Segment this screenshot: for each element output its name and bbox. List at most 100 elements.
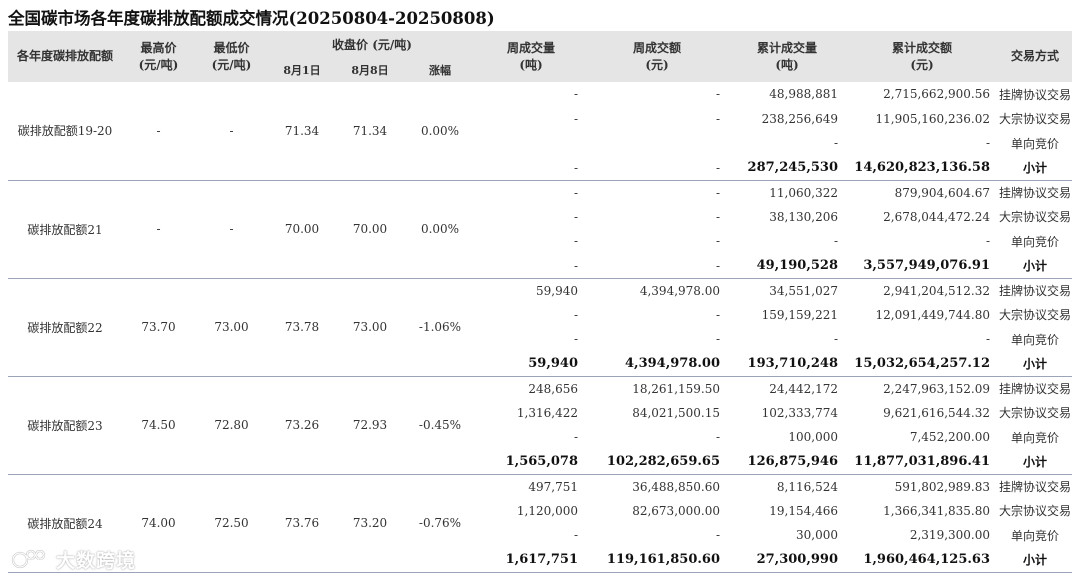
week-vol-cell: 1,617,751: [476, 547, 586, 573]
week-vol-cell: -: [573, 111, 578, 126]
week-vol-cell: [476, 131, 586, 156]
week-amt-cell: -: [715, 234, 720, 249]
cum-vol-cell: 287,245,530: [728, 155, 846, 181]
week-vol-cell: 248,656: [528, 381, 578, 396]
cum-vol-cell: 159,159,221: [761, 307, 838, 322]
trade-mode-cell: 小计: [998, 155, 1072, 181]
week-vol-cell: -: [573, 87, 578, 102]
table-row: 碳排放配额23 74.50 72.80 73.26 72.93 -0.45% 248,656…: [8, 376, 1072, 475]
cum-vol-cell: -: [833, 234, 838, 249]
week-vol-cell: -: [573, 209, 578, 224]
close-d2-cell: 73.00: [336, 278, 404, 377]
page-title: 全国碳市场各年度碳排放配额成交情况(20250804-20250808): [8, 9, 495, 28]
table-body: 碳排放配额19-20- -71.34 71.34 0.00% - -48,988,881 2…: [8, 82, 1072, 573]
header-week-vol: 周成交量 (吨): [476, 31, 586, 82]
trade-mode-cell: 单向竞价: [1010, 136, 1059, 151]
quota-name-cell: 碳排放配额22: [8, 278, 122, 377]
dashuju-logo-icon: [11, 549, 46, 569]
header-low: 最低价 (元/吨): [195, 31, 268, 82]
week-amt-cell: 82,673,000.00: [632, 503, 720, 518]
week-vol-cell: 59,940: [476, 351, 586, 377]
subtotal-row: - -287,245,530 14,620,823,136.58 小计: [8, 155, 1072, 181]
header-name: 各年度碳排放配额: [8, 31, 122, 82]
trade-mode-cell: 小计: [998, 351, 1072, 377]
cum-amt-cell: 7,452,200.00: [909, 430, 990, 445]
low-price-cell: -: [195, 180, 268, 279]
cum-vol-cell: 30,000: [796, 528, 838, 543]
cum-amt-cell: 879,904,604.67: [894, 185, 990, 200]
quota-name-cell: 碳排放配额21: [8, 180, 122, 279]
change-cell: -0.45%: [404, 376, 476, 475]
week-vol-cell: -: [573, 430, 578, 445]
trade-mode-cell: 单向竞价: [1010, 234, 1059, 249]
table-row: 1,120,000 82,673,000.00 19,154,466 1,366,34…: [8, 499, 1072, 524]
watermark-text: 大数跨境: [56, 549, 137, 572]
header-change: 涨幅: [404, 59, 476, 82]
cum-amt-cell: 591,802,989.83: [894, 479, 990, 494]
close-d1-cell: 71.34: [268, 82, 336, 181]
trade-mode-cell: 挂牌协议交易: [998, 382, 1071, 396]
close-d2-cell: 72.93: [336, 376, 404, 475]
trade-mode-cell: 单向竞价: [1010, 528, 1059, 543]
quota-name-cell: 碳排放配额24: [8, 474, 122, 573]
week-amt-cell: -: [715, 185, 720, 200]
week-vol-cell: -: [476, 155, 586, 181]
table-row: - - - - 单向竞价: [8, 327, 1072, 352]
trade-mode-cell: 挂牌协议交易: [998, 87, 1071, 102]
low-price-cell: 72.80: [195, 376, 268, 475]
week-vol-cell: -: [573, 307, 578, 322]
cum-vol-cell: 8,116,524: [776, 479, 838, 494]
trade-mode-cell: 单向竞价: [1010, 430, 1059, 445]
week-amt-cell: -: [715, 307, 720, 322]
trade-mode-cell: 大宗协议交易: [998, 406, 1071, 421]
header-cum-vol: 累计成交量 (吨): [728, 31, 846, 82]
week-vol-cell: 59,940: [536, 283, 578, 298]
trade-mode-cell: 单向竞价: [1010, 332, 1059, 347]
trade-mode-cell: 大宗协议交易: [998, 308, 1071, 323]
cum-amt-cell: 2,941,204,512.32: [883, 283, 990, 298]
close-d1-cell: 70.00: [268, 180, 336, 279]
carbon-quota-table: 各年度碳排放配额 最高价 (元/吨) 最低价 (元/吨) 收盘价 (元/吨) 周成交…: [8, 31, 1072, 573]
table-row: - - 159,159,221 12,091,449,744.80 大宗协议交易: [8, 303, 1072, 328]
week-amt-cell: -: [715, 111, 720, 126]
cum-vol-cell: 24,442,172: [769, 381, 838, 396]
header-mode: 交易方式: [998, 31, 1072, 82]
cum-vol-cell: 193,710,248: [728, 351, 846, 377]
week-vol-cell: -: [573, 185, 578, 200]
table-row: 碳排放配额21- -70.00 70.00 0.00% - -11,060,322 879,…: [8, 180, 1072, 279]
week-amt-cell: 4,394,978.00: [639, 283, 720, 298]
high-price-cell: 74.50: [122, 376, 195, 475]
table-row: - - 100,000 7,452,200.00 单向竞价: [8, 425, 1072, 450]
low-price-cell: 73.00: [195, 278, 268, 377]
week-amt-cell: -: [715, 87, 720, 102]
high-price-cell: 73.70: [122, 278, 195, 377]
close-d1-cell: 73.26: [268, 376, 336, 475]
table-row: 碳排放配额22 73.70 73.00 73.78 73.00 -1.06% 59,940 4…: [8, 278, 1072, 377]
close-d2-cell: 70.00: [336, 180, 404, 279]
header-close-d1: 8月1日: [268, 59, 336, 82]
cum-vol-cell: 19,154,466: [769, 503, 838, 518]
trade-mode-cell: 挂牌协议交易: [998, 284, 1071, 298]
cum-amt-cell: 14,620,823,136.58: [846, 155, 998, 181]
cum-vol-cell: 34,551,027: [769, 283, 838, 298]
week-amt-cell: 102,282,659.65: [586, 449, 728, 475]
cum-amt-cell: 2,247,963,152.09: [883, 381, 990, 396]
quota-name-cell: 碳排放配额23: [8, 376, 122, 475]
week-amt-cell: 4,394,978.00: [586, 351, 728, 377]
week-amt-cell: 18,261,159.50: [632, 381, 720, 396]
cum-amt-cell: 1,960,464,125.63: [846, 547, 998, 573]
week-vol-cell: -: [573, 234, 578, 249]
trade-mode-cell: 挂牌协议交易: [998, 480, 1071, 494]
trade-mode-cell: 小计: [998, 253, 1072, 279]
close-d1-cell: 73.76: [268, 474, 336, 573]
cum-amt-cell: 1,366,341,835.80: [883, 503, 990, 518]
week-amt-cell: -: [586, 253, 728, 279]
table-row: - - - - 单向竞价: [8, 229, 1072, 254]
table-row: 1,316,422 84,021,500.15 102,333,774 9,621,6…: [8, 401, 1072, 426]
week-amt-cell: -: [715, 332, 720, 347]
close-d2-cell: 73.20: [336, 474, 404, 573]
subtotal-row: 59,940 4,394,978.00 193,710,248 15,032,654,…: [8, 351, 1072, 377]
cum-vol-cell: 100,000: [788, 430, 838, 445]
cum-vol-cell: 38,130,206: [769, 209, 838, 224]
week-vol-cell: -: [476, 253, 586, 279]
